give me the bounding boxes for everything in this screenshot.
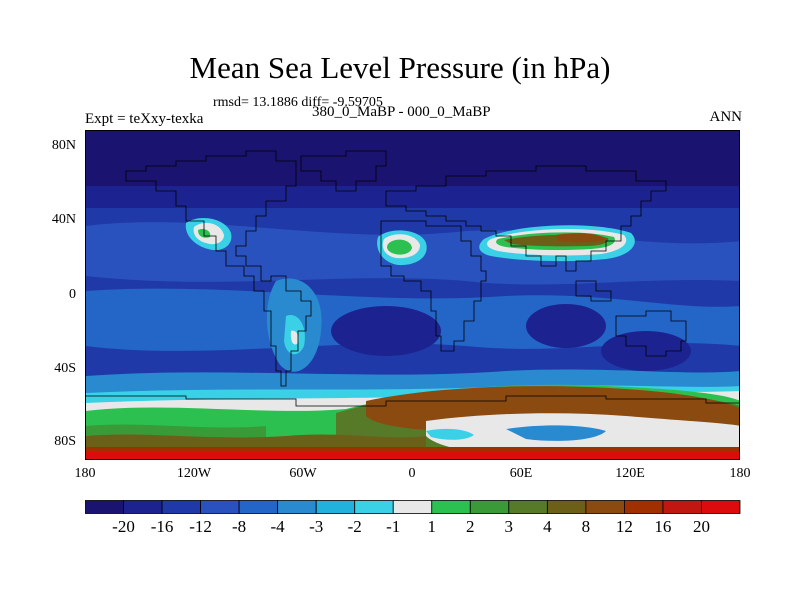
colorbar-box	[701, 500, 741, 514]
pressure-difference-map	[85, 130, 740, 460]
colorbar-tick-label: -8	[232, 517, 247, 536]
season-label: ANN	[709, 109, 743, 125]
colorbar-tick-label: 8	[581, 517, 591, 536]
lat-label-80s: 80S	[54, 434, 76, 449]
colorbar-tick-label: 2	[466, 517, 475, 536]
colorbar-box	[161, 500, 201, 514]
colorbar-tick-label: -3	[309, 517, 324, 536]
colorbar-tick-label: -1	[386, 517, 401, 536]
continent-outlines	[86, 150, 739, 407]
lon-label-60e: 60E	[509, 466, 533, 481]
lon-label-0: 0	[408, 466, 416, 481]
colorbar-tick-label: -16	[150, 517, 174, 536]
lon-label-180w: 180	[74, 466, 96, 481]
colorbar-box	[200, 500, 240, 514]
experiment-label: Expt = teXxy-texka	[85, 111, 204, 127]
colorbar-box	[85, 500, 124, 514]
colorbar-tick-label: 12	[615, 517, 633, 536]
lat-label-0: 0	[69, 287, 76, 302]
colorbar-box	[315, 500, 356, 514]
rmsd-stats: rmsd= 13.1886 diff= -9.59705	[213, 95, 383, 110]
colorbar-tick-label: -4	[270, 517, 285, 536]
colorbar-box	[431, 500, 471, 514]
map-field-svg	[86, 131, 739, 459]
colorbar-box	[585, 500, 625, 514]
colorbar-box	[354, 500, 394, 514]
colorbar-tick-label: -20	[112, 517, 135, 536]
colorbar-box	[662, 500, 702, 514]
comparison-label: 380_0_MaBP - 000_0_MaBP	[312, 104, 491, 120]
lat-label-40s: 40S	[54, 361, 76, 376]
colorbar-tick-label: -12	[189, 517, 212, 536]
lon-label-60w: 60W	[289, 466, 317, 481]
colorbar-box	[546, 500, 587, 514]
colorbar-tick-label: 4	[543, 517, 552, 536]
colorbar-tick-label: 1	[427, 517, 437, 536]
colorbar	[85, 500, 741, 514]
colorbar-box	[624, 500, 664, 514]
colorbar-box	[508, 500, 548, 514]
lon-label-180e: 180	[729, 466, 751, 481]
colorbar-box	[277, 500, 317, 514]
colorbar-tick-label: 3	[504, 517, 514, 536]
lat-label-80n: 80N	[51, 138, 76, 153]
colorbar-tick-label: -2	[347, 517, 362, 536]
lon-label-120e: 120E	[615, 466, 645, 481]
lat-label-40n: 40N	[51, 212, 76, 227]
colorbar-box	[469, 500, 510, 514]
colorbar-box	[123, 500, 163, 514]
colorbar-box	[238, 500, 279, 514]
lon-label-120w: 120W	[176, 466, 212, 481]
colorbar-box	[392, 500, 433, 514]
map-title: Mean Sea Level Pressure (in hPa)	[189, 50, 611, 85]
colorbar-tick-label: 20	[693, 517, 710, 536]
colorbar-tick-label: 16	[654, 517, 672, 536]
